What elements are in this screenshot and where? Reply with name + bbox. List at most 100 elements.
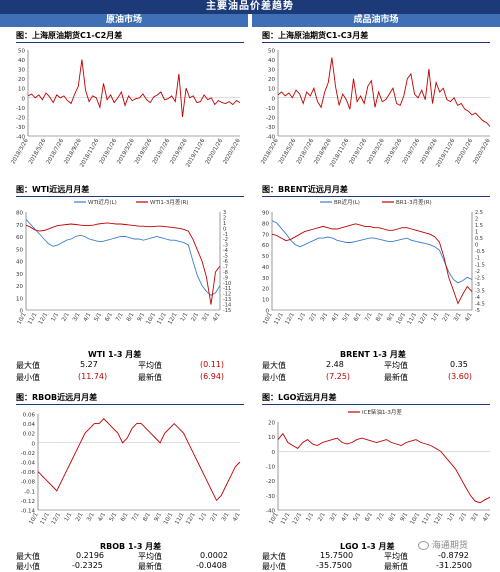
rbob-stats-title: RBOB 1-3 月差 xyxy=(100,542,162,551)
y-tick-label: 60 xyxy=(262,243,269,249)
x-tick-label: 2019/11/26 xyxy=(435,138,456,169)
y-tick-label: 10 xyxy=(262,298,269,304)
y-tick-label-right: -4.5 xyxy=(475,301,485,307)
brent-max-value: 2.48 xyxy=(326,360,344,369)
y-tick-label: 40 xyxy=(268,58,275,64)
x-tick-label: 4/1 xyxy=(97,512,107,523)
sc-c1c2-title: 图：上海原油期货C1-C2月差 xyxy=(16,31,123,40)
x-tick-label: 1/1 xyxy=(431,312,441,323)
legend-label: WTI1-3月差(R) xyxy=(150,198,189,206)
rbob-latest-label: 最新值 xyxy=(138,562,162,571)
x-tick-label: 2019/9/26 xyxy=(419,138,439,166)
y-tick-label-right: -10 xyxy=(223,281,231,287)
x-tick-label: 2019/3/26 xyxy=(366,138,386,166)
y-tick-label: 90 xyxy=(262,211,269,217)
x-tick-label: 2019/5/26 xyxy=(384,138,404,166)
legend-label: ICE柴油1-3月差 xyxy=(362,408,402,416)
y-tick-label: 40 xyxy=(262,265,269,271)
wti-chart: 807060504030201003210-1-2-3-4-5-6-7-8-9-… xyxy=(16,198,231,326)
x-tick-label: 10/1 xyxy=(410,512,421,526)
x-tick-label: 4/1 xyxy=(331,312,341,323)
rbob-min-value: -0.2325 xyxy=(72,561,103,570)
x-tick-label: 5/1 xyxy=(109,512,119,523)
wti-stats-title: WTI 1-3 月差 xyxy=(88,350,142,359)
divider xyxy=(262,404,490,405)
y-tick-label-right: -4 xyxy=(223,248,228,254)
x-tick-label: 2018/9/26 xyxy=(313,138,333,166)
x-tick-label: 2/1 xyxy=(75,512,85,523)
y-tick-label-right: -15 xyxy=(223,308,231,314)
y-tick-label: 0 xyxy=(20,309,24,315)
wti-min-label: 最小值 xyxy=(16,373,40,382)
legend-label: WTI近月(L) xyxy=(88,198,117,206)
watermark: 海通期货 xyxy=(418,538,468,551)
x-tick-label: 2018/5/26 xyxy=(28,138,48,166)
y-tick-label: -30 xyxy=(266,125,275,131)
crude-section-header: 原油市场 xyxy=(0,14,248,27)
y-tick-label: 0 xyxy=(272,96,276,102)
y-tick-label: -0.1 xyxy=(24,489,35,495)
y-tick-label-right: -3.5 xyxy=(475,288,485,294)
x-tick-label: 2/1 xyxy=(459,512,469,523)
x-tick-label: 3/1 xyxy=(470,512,480,523)
y-tick-label: 0.06 xyxy=(23,413,36,419)
y-tick-label: -20 xyxy=(266,479,275,485)
y-tick-label-right: 1.5 xyxy=(475,223,483,229)
rbob-max-label: 最大值 xyxy=(16,552,40,561)
y-tick-label: -30 xyxy=(16,125,25,131)
sc-c1c2-chart: 50 40 30 20 10 0 -10 -20 -30 -402018/3/262018/5/2… xyxy=(10,49,242,169)
x-tick-label: 3/1 xyxy=(201,312,211,323)
y-tick-label-right: 2.5 xyxy=(475,210,483,216)
wti-avg-label: 平均值 xyxy=(138,361,162,370)
x-tick-label: 1/1 xyxy=(305,512,315,523)
divider xyxy=(262,196,490,197)
y-tick-label-right: -11 xyxy=(223,286,231,292)
y-tick-label-right: -8 xyxy=(223,270,228,276)
y-tick-label-right: 1 xyxy=(475,230,478,236)
x-tick-label: 7/1 xyxy=(364,312,374,323)
x-tick-label: 10/1 xyxy=(16,312,27,326)
y-tick-label-right: -2 xyxy=(475,269,480,275)
y-tick-label-right: 0.5 xyxy=(475,236,483,242)
x-tick-label: 2/1 xyxy=(191,312,201,323)
y-tick-label: -0.12 xyxy=(21,499,35,505)
x-tick-label: 11/1 xyxy=(407,312,418,326)
x-tick-label: 12/1 xyxy=(292,512,303,526)
x-tick-label: 2018/11/26 xyxy=(79,138,100,169)
brent-min-label: 最小值 xyxy=(262,373,286,382)
legend-label: BR近月(L) xyxy=(334,198,360,206)
x-tick-label: 1/1 xyxy=(447,512,457,523)
y-tick-label: 20 xyxy=(262,287,269,293)
y-tick-label-right: -1 xyxy=(223,232,228,238)
brent-title: 图：BRENT近远月月差 xyxy=(262,185,348,194)
x-tick-label: 12/1 xyxy=(418,312,429,326)
rbob-min-label: 最小值 xyxy=(16,562,40,571)
series-line-0 xyxy=(27,59,241,117)
x-tick-label: 8/1 xyxy=(126,312,136,323)
x-tick-label: 4/1 xyxy=(482,512,492,523)
x-tick-label: 2019/5/26 xyxy=(134,138,154,166)
x-tick-label: 3/1 xyxy=(320,312,330,323)
x-tick-label: 10/1 xyxy=(268,512,279,526)
x-tick-label: 12/1 xyxy=(38,312,49,326)
series-line-1 xyxy=(25,222,221,305)
x-tick-label: 2019/1/26 xyxy=(349,138,369,166)
divider xyxy=(262,42,490,43)
lgo-avg-value: -0.8792 xyxy=(438,551,469,560)
rbob-avg-value: 0.0002 xyxy=(200,551,228,560)
wti-latest-label: 最新值 xyxy=(138,373,162,382)
x-tick-label: 2018/11/26 xyxy=(329,138,350,169)
y-tick-label: 60 xyxy=(16,235,23,241)
x-tick-label: 2020/1/26 xyxy=(455,138,475,166)
y-tick-label: 50 xyxy=(18,49,25,55)
x-tick-label: 5/1 xyxy=(353,512,363,523)
y-tick-label: 0.04 xyxy=(23,422,36,428)
y-tick-label: -20 xyxy=(266,115,275,121)
x-tick-label: 4/1 xyxy=(341,512,351,523)
lgo-avg-label: 平均值 xyxy=(384,552,408,561)
wti-title: 图：WTI近远月月差 xyxy=(16,185,90,194)
x-tick-label: 6/1 xyxy=(353,312,363,323)
brent-latest-value: (3.60) xyxy=(448,372,473,381)
y-tick-label: -10 xyxy=(266,106,275,112)
lgo-max-value: 15.7500 xyxy=(320,551,354,560)
